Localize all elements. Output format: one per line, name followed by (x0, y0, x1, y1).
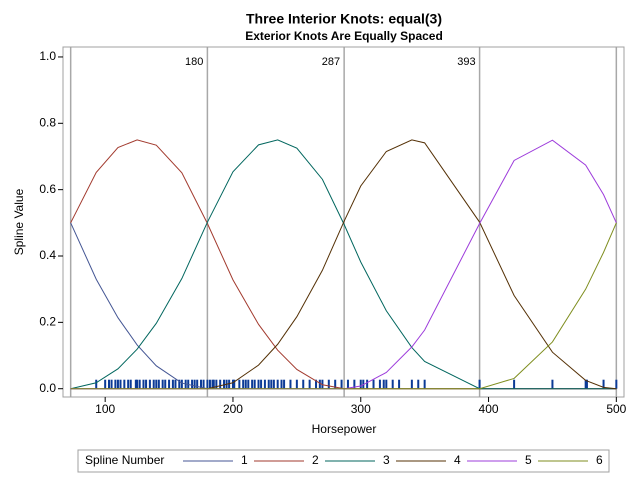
spline-line (70, 139, 617, 390)
legend-label: 2 (312, 453, 319, 467)
chart-subtitle: Exterior Knots Are Equally Spaced (245, 29, 443, 43)
x-axis-label: Horsepower (312, 422, 377, 436)
x-tick-label: 500 (606, 402, 626, 416)
y-tick-label: 0.8 (39, 115, 56, 129)
x-tick-label: 200 (223, 402, 243, 416)
x-tick-label: 100 (95, 402, 115, 416)
y-tick-label: 0.0 (39, 381, 56, 395)
legend-label: 1 (241, 453, 248, 467)
y-tick-label: 0.4 (39, 248, 56, 262)
knot-label: 180 (185, 56, 203, 68)
y-axis-label: Spline Value (12, 188, 26, 255)
x-tick-label: 300 (351, 402, 371, 416)
y-tick-label: 0.6 (39, 182, 56, 196)
y-tick-label: 1.0 (39, 49, 56, 63)
spline-line (70, 222, 617, 390)
legend-label: 6 (596, 453, 603, 467)
knot-label: 393 (457, 56, 475, 68)
legend-title: Spline Number (85, 453, 164, 467)
legend-label: 3 (383, 453, 390, 467)
chart-title: Three Interior Knots: equal(3) (246, 11, 442, 27)
legend-label: 4 (454, 453, 461, 467)
y-tick-label: 0.2 (39, 315, 56, 329)
x-tick-label: 400 (479, 402, 499, 416)
plot-frame (62, 46, 625, 398)
legend-label: 5 (525, 453, 532, 467)
legend-box (77, 449, 610, 473)
knot-label: 287 (322, 56, 340, 68)
